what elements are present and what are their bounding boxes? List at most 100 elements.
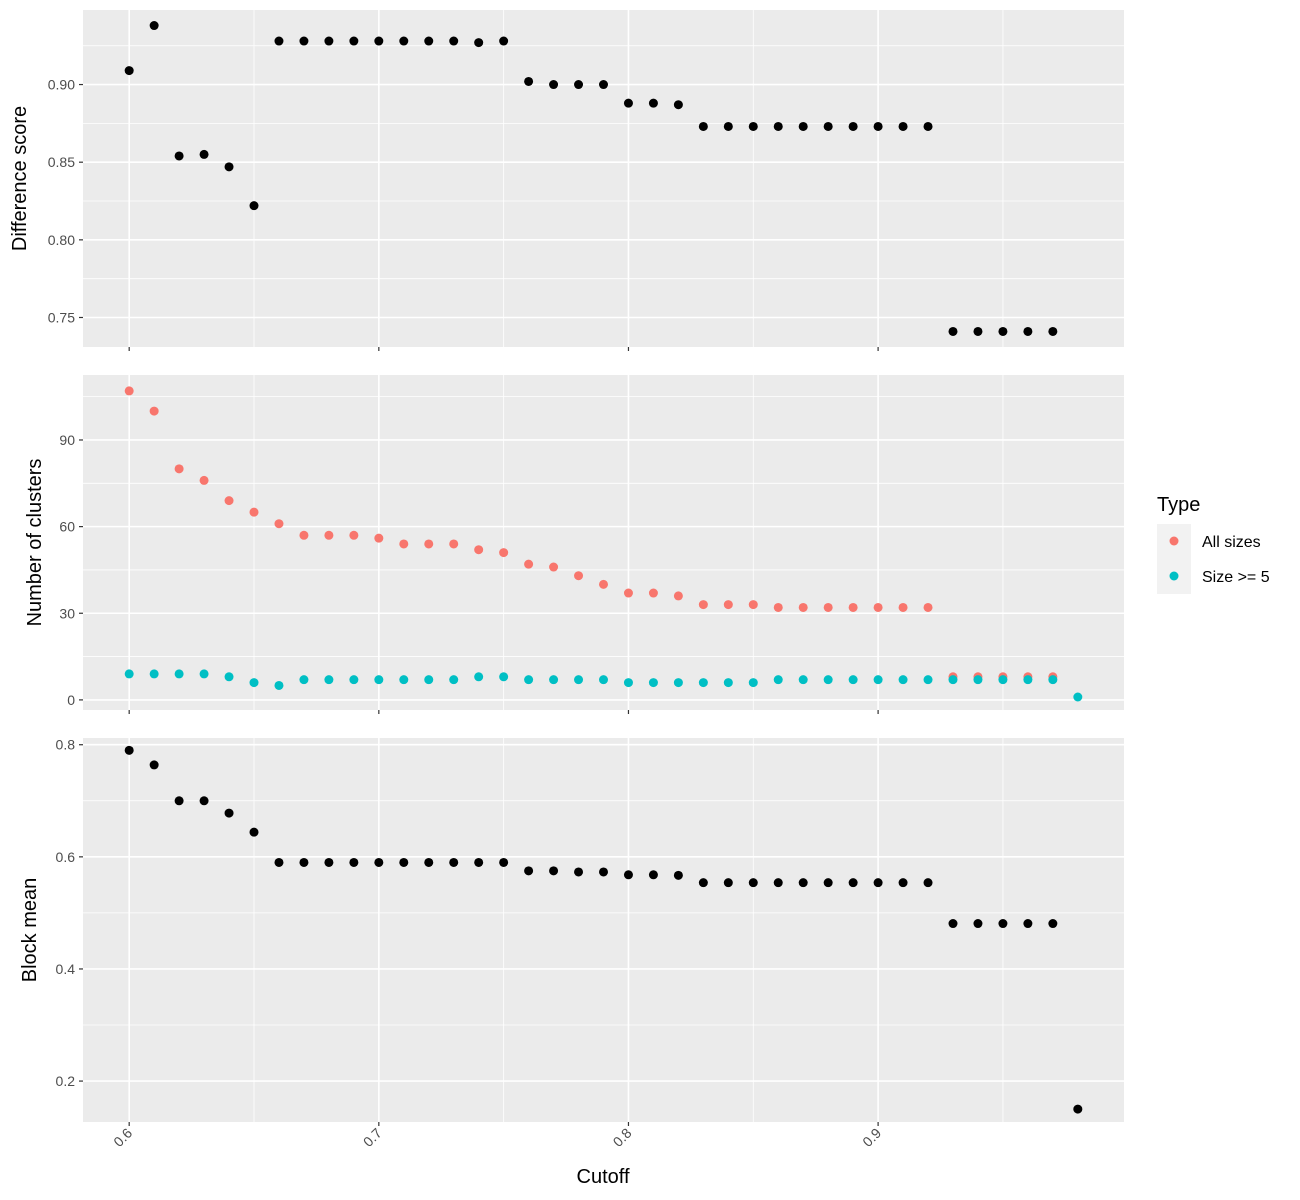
data-point <box>898 602 908 612</box>
data-point <box>1023 675 1033 685</box>
data-point <box>124 745 134 755</box>
data-point <box>798 602 808 612</box>
data-point <box>798 121 808 131</box>
panel-background <box>83 10 1124 347</box>
data-point <box>524 559 534 569</box>
data-point <box>249 507 259 517</box>
data-point <box>174 464 184 474</box>
data-point <box>424 36 434 46</box>
data-point <box>249 678 259 688</box>
data-point <box>474 545 484 555</box>
data-point <box>823 121 833 131</box>
data-point <box>823 602 833 612</box>
data-point <box>549 80 559 90</box>
data-point <box>873 878 883 888</box>
data-point <box>798 675 808 685</box>
data-point <box>848 602 858 612</box>
y-tick-label: 30 <box>59 605 75 621</box>
y-tick-label: 0.2 <box>56 1073 76 1089</box>
data-point <box>224 496 234 506</box>
data-point <box>299 675 309 685</box>
data-point <box>599 867 608 877</box>
data-point <box>998 326 1008 336</box>
data-point <box>274 36 284 46</box>
data-point <box>923 675 933 685</box>
data-point <box>374 36 384 46</box>
data-point <box>623 678 633 688</box>
legend-key-background <box>1157 524 1191 594</box>
data-point <box>449 539 459 549</box>
data-point <box>299 36 309 46</box>
data-point <box>773 602 783 612</box>
data-point <box>998 919 1008 929</box>
data-point <box>174 151 184 161</box>
data-point <box>224 162 234 172</box>
data-point <box>973 675 983 685</box>
data-point <box>549 562 559 572</box>
legend: Type All sizes Size >= 5 <box>1157 494 1270 594</box>
data-point <box>324 675 334 685</box>
data-point <box>274 519 284 529</box>
y-tick-label: 0.90 <box>48 77 75 93</box>
data-point <box>623 98 633 108</box>
data-point <box>723 600 733 610</box>
data-point <box>274 680 284 690</box>
series-2 <box>124 669 1083 702</box>
legend-title: Type <box>1157 494 1200 516</box>
data-point <box>723 878 733 888</box>
data-point <box>623 870 633 880</box>
data-point <box>324 36 334 46</box>
series-1 <box>124 21 1058 336</box>
data-point <box>199 796 209 806</box>
y-tick-label: 0.75 <box>48 309 75 325</box>
data-point <box>623 588 633 598</box>
data-point <box>998 675 1008 685</box>
y-tick-label: 0 <box>67 692 75 708</box>
x-axis-title: Cutoff <box>577 1166 630 1188</box>
data-point <box>374 533 384 543</box>
data-point <box>1048 675 1058 685</box>
data-point <box>449 36 459 46</box>
data-point <box>1048 326 1058 336</box>
panel-1: 0.75 0.80 0.85 0.90 Difference score <box>9 10 1124 351</box>
data-point <box>399 857 409 867</box>
data-point <box>424 675 434 685</box>
data-point <box>324 857 334 867</box>
data-point <box>174 796 184 806</box>
data-point <box>474 38 484 48</box>
data-point <box>399 539 409 549</box>
data-point <box>748 678 758 688</box>
data-point <box>549 675 559 685</box>
panel-background <box>83 738 1124 1122</box>
data-point <box>823 675 833 685</box>
data-point <box>948 326 958 336</box>
data-point <box>399 675 409 685</box>
data-point <box>973 919 983 929</box>
y-axis-title: Difference score <box>9 106 31 251</box>
panel-background <box>83 375 1124 710</box>
data-point <box>524 76 534 86</box>
y-tick-label: 0.80 <box>48 232 75 248</box>
data-point <box>673 100 683 110</box>
data-point <box>773 675 783 685</box>
data-point <box>424 539 434 549</box>
data-point <box>898 675 908 685</box>
data-point <box>698 678 708 688</box>
data-point <box>349 675 359 685</box>
data-point <box>948 919 958 929</box>
data-point <box>124 66 134 76</box>
data-point <box>898 121 908 131</box>
data-point <box>873 602 883 612</box>
data-point <box>648 98 658 108</box>
data-point <box>773 878 783 888</box>
data-point <box>499 857 509 867</box>
data-point <box>723 678 733 688</box>
y-axis-title: Block mean <box>19 878 41 983</box>
data-point <box>1023 326 1033 336</box>
data-point <box>474 857 484 867</box>
y-tick-label: 60 <box>59 519 75 535</box>
series-1 <box>124 745 1083 1114</box>
data-point <box>898 878 908 888</box>
data-point <box>723 121 733 131</box>
data-point <box>449 675 459 685</box>
